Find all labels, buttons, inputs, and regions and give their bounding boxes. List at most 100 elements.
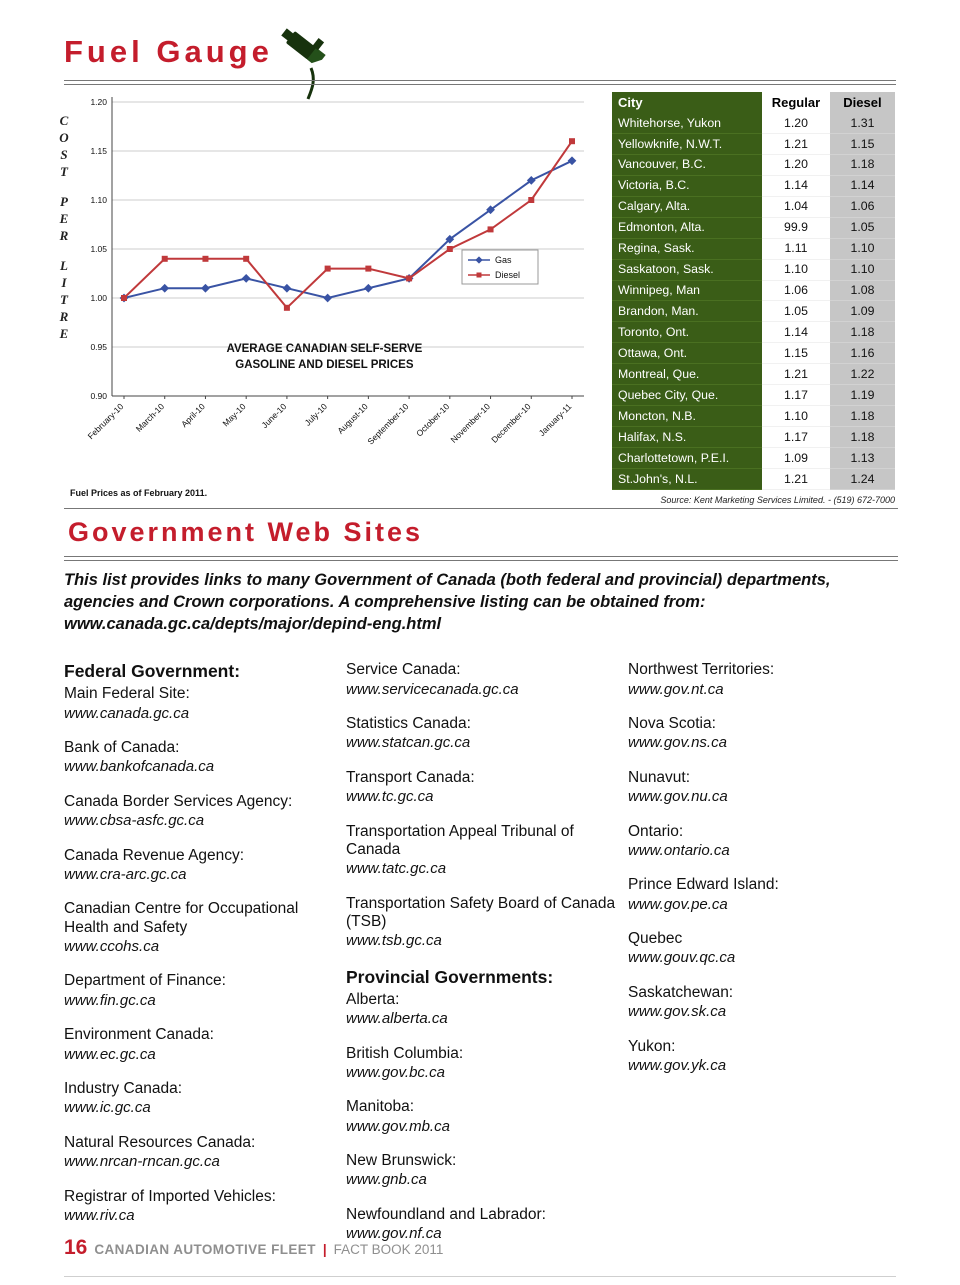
city-cell: Saskatoon, Sask.	[612, 259, 762, 281]
website-label: British Columbia:	[346, 1044, 464, 1062]
regular-price-cell: 1.04	[762, 196, 830, 218]
city-cell: Winnipeg, Man	[612, 280, 762, 302]
website-url[interactable]: www.gov.ns.ca	[628, 734, 727, 752]
website-url[interactable]: www.ic.gc.ca	[64, 1099, 151, 1117]
city-cell: Yellowknife, N.W.T.	[612, 133, 762, 155]
website-entry: British Columbia: www.gov.bc.ca	[346, 1045, 616, 1083]
website-label: Ontario:	[628, 822, 684, 840]
website-column-1: Federal Government: Main Federal Site: www…	[64, 661, 334, 1259]
website-entry: Department of Finance: www.fin.gc.ca	[64, 972, 334, 1010]
website-url[interactable]: www.ccohs.ca	[64, 937, 160, 955]
regular-price-cell: 1.11	[762, 238, 830, 260]
website-url[interactable]: www.canada.gc.ca	[64, 704, 190, 722]
website-url[interactable]: www.cra-arc.gc.ca	[64, 865, 187, 883]
website-url[interactable]: www.gov.mb.ca	[346, 1117, 450, 1135]
price-table-row: Yellowknife, N.W.T. 1.21 1.15	[612, 133, 895, 155]
website-entry: Main Federal Site: www.canada.gc.ca	[64, 685, 334, 723]
group-heading: Provincial Governments:	[346, 966, 554, 987]
city-cell: Halifax, N.S.	[612, 426, 762, 448]
website-label: Canadian Centre for Occupational Health …	[64, 900, 299, 936]
website-label: Yukon:	[628, 1037, 676, 1055]
website-url[interactable]: www.tc.gc.ca	[346, 788, 434, 806]
website-url[interactable]: www.gov.bc.ca	[346, 1063, 445, 1081]
diesel-price-cell: 1.05	[829, 217, 895, 239]
website-url[interactable]: www.ec.gc.ca	[64, 1045, 156, 1063]
svg-text:AVERAGE CANADIAN SELF-SERVE: AVERAGE CANADIAN SELF-SERVE	[227, 343, 423, 355]
website-url[interactable]: www.nrcan-rncan.gc.ca	[64, 1153, 220, 1171]
regular-price-cell: 1.10	[762, 259, 830, 281]
svg-text:1.15: 1.15	[90, 146, 107, 156]
svg-text:0.90: 0.90	[90, 391, 107, 401]
government-websites-section: Government Web Sites This list provides …	[64, 508, 898, 1260]
website-url[interactable]: www.gov.nt.ca	[628, 680, 724, 698]
website-entry: Transport Canada: www.tc.gc.ca	[346, 769, 616, 807]
website-entry: Transportation Safety Board of Canada (T…	[346, 895, 616, 951]
website-url[interactable]: www.fin.gc.ca	[64, 991, 156, 1009]
website-url[interactable]: www.statcan.gc.ca	[346, 734, 471, 752]
regular-price-cell: 1.10	[762, 405, 830, 428]
website-entry: Natural Resources Canada: www.nrcan-rncan…	[64, 1134, 334, 1172]
website-label: Nova Scotia:	[628, 715, 716, 733]
website-url[interactable]: www.gouv.qc.ca	[628, 949, 736, 967]
website-url[interactable]: www.gov.nu.ca	[628, 788, 728, 806]
website-url[interactable]: www.gov.nf.ca	[346, 1225, 442, 1243]
price-table-header-diesel: Diesel	[829, 92, 895, 113]
website-entry: Prince Edward Island: www.gov.pe.ca	[628, 876, 898, 914]
city-cell: St.John's, N.L.	[612, 468, 762, 490]
table-source: Source: Kent Marketing Services Limited.…	[660, 494, 895, 505]
price-table-row: Edmonton, Alta. 99.9 1.05	[612, 217, 895, 239]
regular-price-cell: 1.17	[762, 426, 830, 448]
regular-price-cell: 1.20	[762, 154, 830, 176]
svg-text:December-10: December-10	[489, 401, 533, 445]
price-table-row: Toronto, Ont. 1.14 1.18	[612, 321, 895, 344]
city-cell: Whitehorse, Yukon	[612, 113, 762, 134]
svg-text:1.00: 1.00	[90, 293, 107, 303]
regular-price-cell: 1.21	[762, 133, 830, 155]
svg-text:Diesel: Diesel	[495, 270, 520, 280]
website-url[interactable]: www.ontario.ca	[628, 841, 730, 859]
website-label: Canada Revenue Agency:	[64, 846, 245, 864]
diesel-price-cell: 1.10	[829, 259, 895, 281]
website-url[interactable]: www.bankofcanada.ca	[64, 758, 215, 776]
website-url[interactable]: www.gov.sk.ca	[628, 1003, 727, 1021]
website-url[interactable]: www.servicecanada.gc.ca	[346, 680, 519, 698]
website-url[interactable]: www.gnb.ca	[346, 1171, 427, 1189]
website-url[interactable]: www.tatc.gc.ca	[346, 860, 447, 878]
website-url[interactable]: www.cbsa-asfc.gc.ca	[64, 812, 205, 830]
website-label: Northwest Territories:	[628, 661, 775, 679]
website-url[interactable]: www.alberta.ca	[346, 1010, 448, 1028]
city-cell: Ottawa, Ont.	[612, 342, 762, 365]
diesel-price-cell: 1.06	[829, 196, 895, 218]
svg-text:GASOLINE AND DIESEL PRICES: GASOLINE AND DIESEL PRICES	[235, 359, 414, 371]
regular-price-cell: 1.17	[762, 384, 830, 407]
website-entry: Saskatchewan: www.gov.sk.ca	[628, 984, 898, 1022]
publication-name: CANADIAN AUTOMOTIVE FLEET	[94, 1242, 316, 1257]
price-table-row: Moncton, N.B. 1.10 1.18	[612, 405, 895, 428]
website-url[interactable]: www.riv.ca	[64, 1206, 135, 1224]
website-label: Newfoundland and Labrador:	[346, 1205, 546, 1223]
website-label: Environment Canada:	[64, 1026, 214, 1044]
footer-separator: |	[322, 1242, 327, 1257]
regular-price-cell: 1.14	[762, 175, 830, 197]
website-url[interactable]: www.gov.yk.ca	[628, 1057, 727, 1075]
website-entry: Canada Revenue Agency: www.cra-arc.gc.ca	[64, 847, 334, 885]
website-column-2: Service Canada: www.servicecanada.gc.ca St…	[346, 661, 616, 1259]
website-entry: New Brunswick: www.gnb.ca	[346, 1152, 616, 1190]
website-entry: Environment Canada: www.ec.gc.ca	[64, 1026, 334, 1064]
website-entry: Northwest Territories: www.gov.nt.ca	[628, 661, 898, 699]
page-footer: 16 CANADIAN AUTOMOTIVE FLEET | FACT BOOK…	[64, 1236, 896, 1277]
website-label: Alberta:	[346, 990, 400, 1008]
svg-text:January-11: January-11	[537, 401, 574, 438]
website-label: Statistics Canada:	[346, 715, 471, 733]
price-table-row: Halifax, N.S. 1.17 1.18	[612, 426, 895, 448]
city-price-table-panel: City Regular Diesel Whitehorse, Yukon 1.20 1.…	[612, 92, 895, 505]
regular-price-cell: 1.05	[762, 300, 830, 323]
website-url[interactable]: www.tsb.gc.ca	[346, 932, 442, 950]
website-label: Canada Border Services Agency:	[64, 792, 293, 810]
website-entry: Ontario: www.ontario.ca	[628, 823, 898, 861]
fuel-gauge-header: Fuel Gauge	[64, 28, 333, 100]
group-heading: Federal Government:	[64, 661, 241, 682]
regular-price-cell: 1.14	[762, 321, 830, 344]
website-url[interactable]: www.gov.pe.ca	[628, 895, 728, 913]
website-entry: Nunavut: www.gov.nu.ca	[628, 769, 898, 807]
